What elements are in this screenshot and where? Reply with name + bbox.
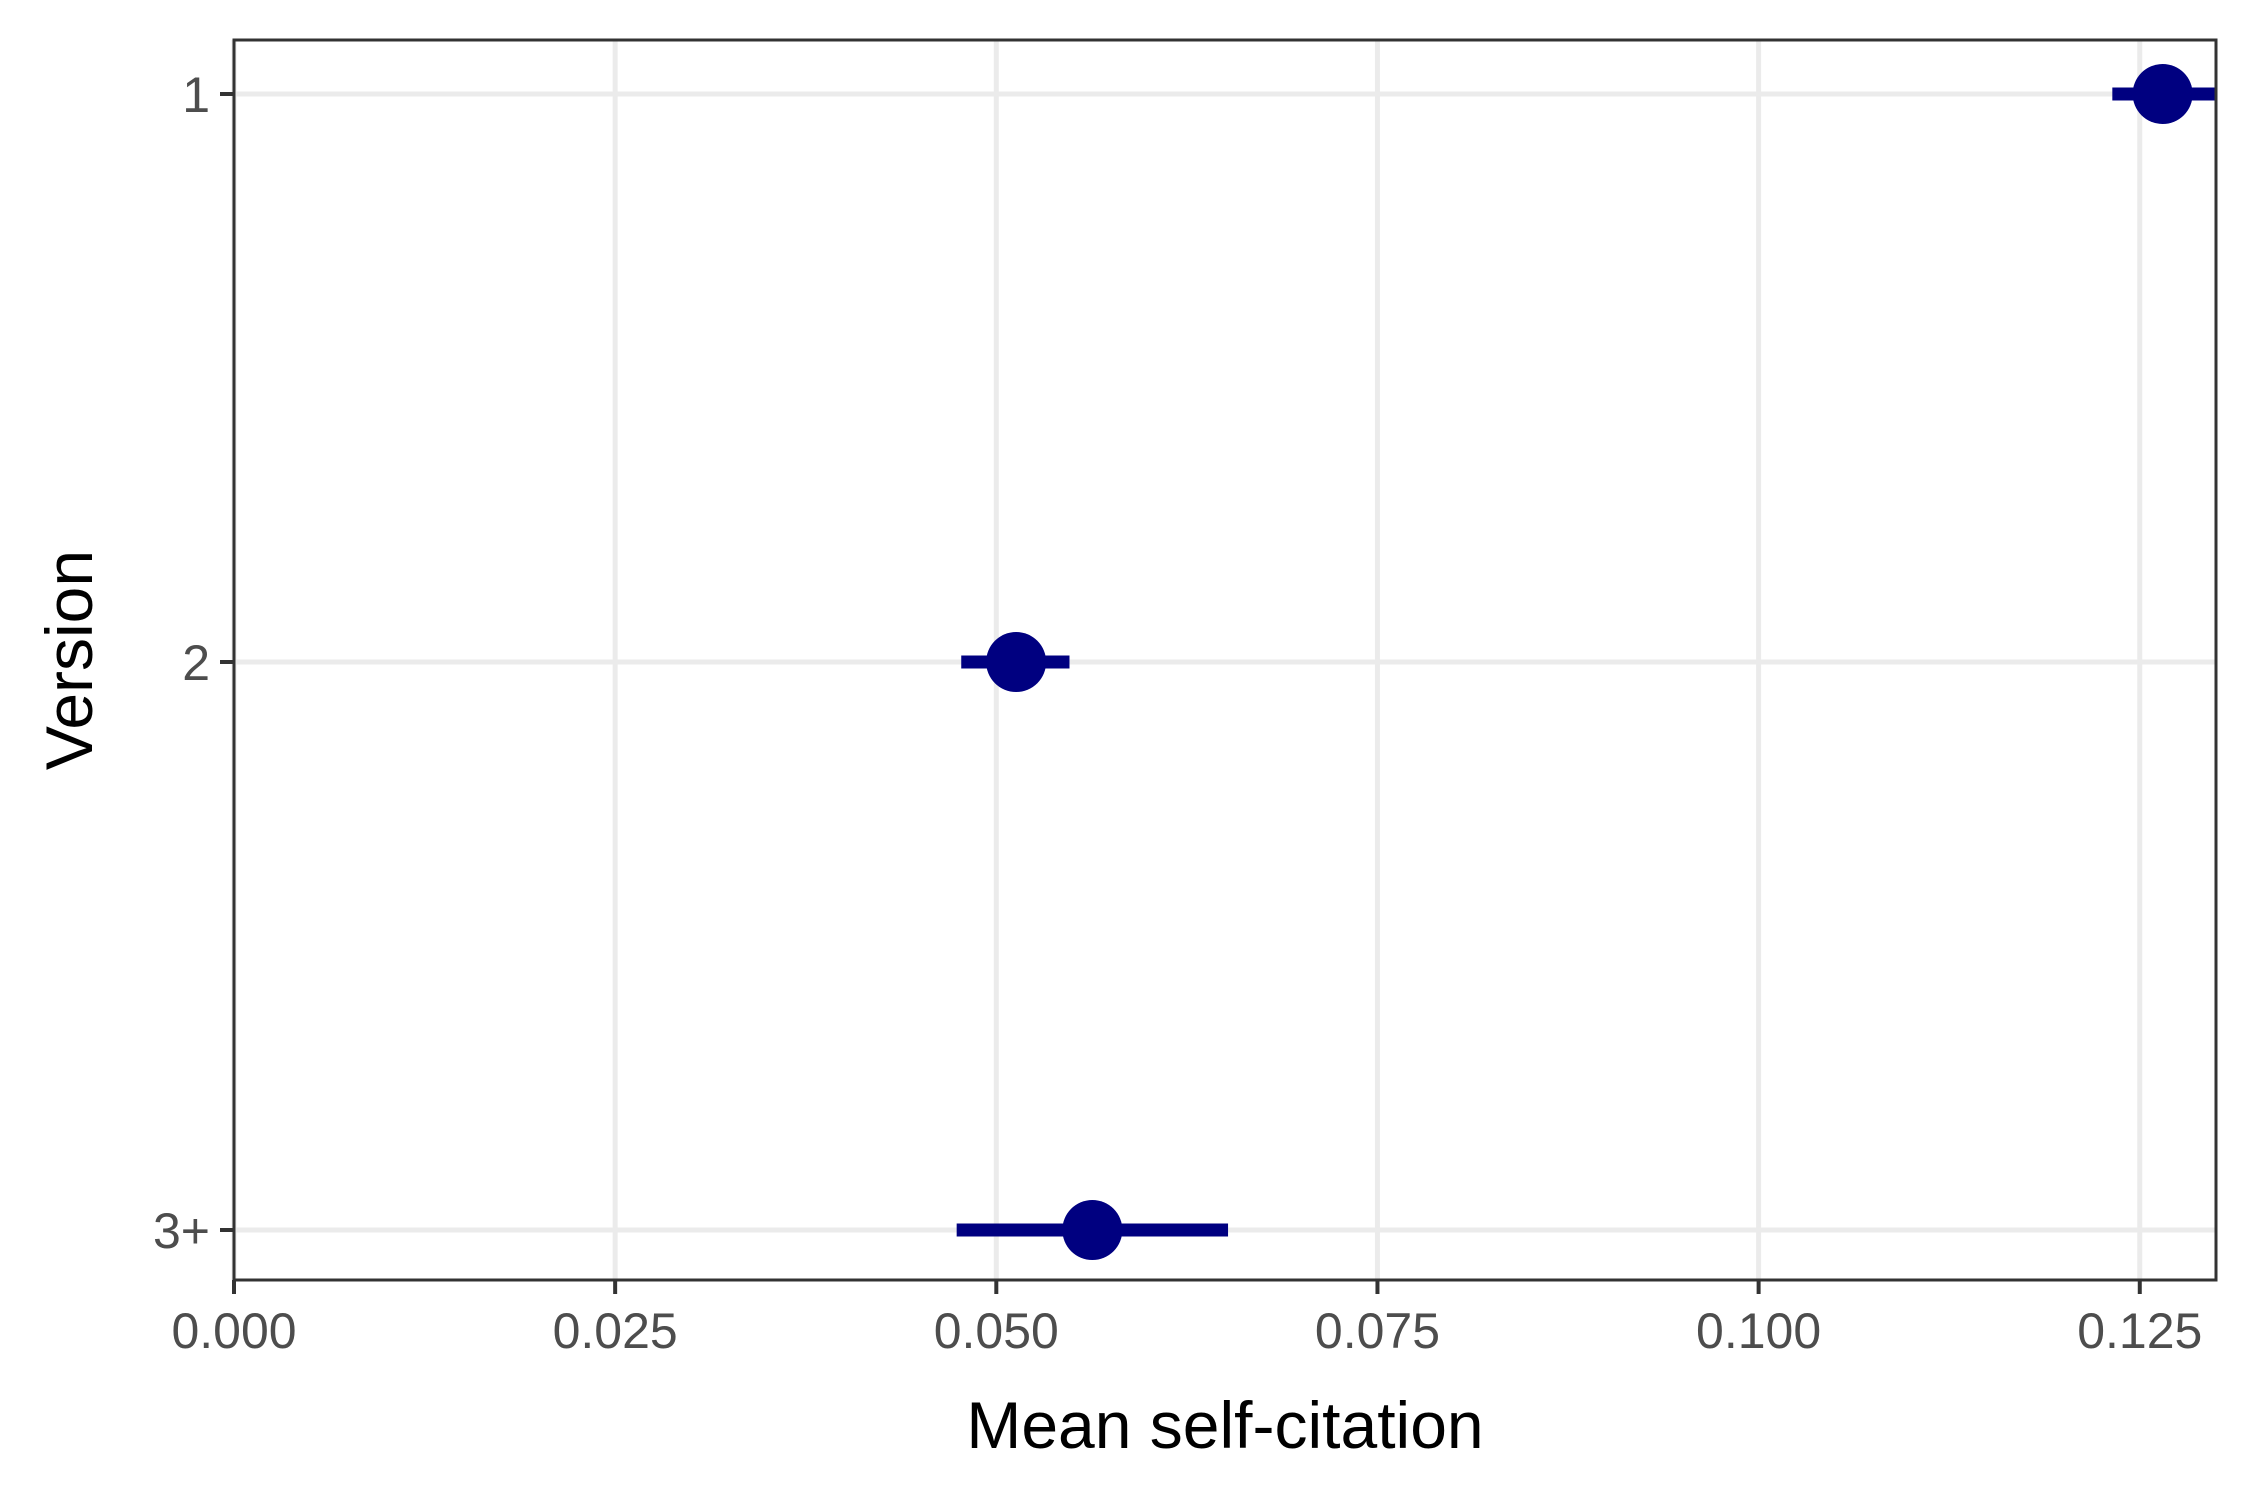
x-tick-label: 0.050 — [934, 1303, 1059, 1359]
x-axis: 0.000 0.025 0.050 0.075 0.100 0.125 — [171, 1280, 2202, 1359]
y-axis-title: Version — [32, 550, 106, 770]
y-axis: 1 2 3+ — [153, 67, 234, 1259]
x-tick-label: 0.000 — [171, 1303, 296, 1359]
y-tick-label: 2 — [182, 635, 210, 691]
data-marks — [956, 64, 2216, 1260]
point-3+ — [1062, 1200, 1123, 1260]
y-tick-label: 3+ — [153, 1203, 210, 1259]
x-tick-label: 0.025 — [553, 1303, 678, 1359]
x-tick-label: 0.125 — [2077, 1303, 2202, 1359]
point-2 — [986, 632, 1047, 692]
x-tick-label: 0.100 — [1696, 1303, 1821, 1359]
y-tick-label: 1 — [182, 67, 210, 123]
x-tick-label: 0.075 — [1315, 1303, 1440, 1359]
point-1 — [2132, 64, 2193, 124]
x-axis-title: Mean self-citation — [966, 1388, 1483, 1462]
